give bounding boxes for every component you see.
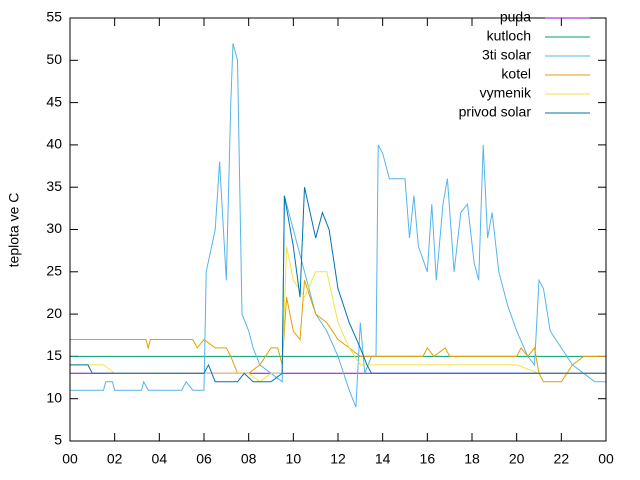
series-line xyxy=(70,187,606,383)
x-tick-label: 04 xyxy=(152,451,168,467)
x-tick-label: 00 xyxy=(62,451,78,467)
y-tick-label: 25 xyxy=(46,263,62,279)
plot-border xyxy=(69,17,607,442)
y-tick-label: 30 xyxy=(46,220,62,236)
y-axis-label: teplota ve C xyxy=(6,193,22,268)
x-tick-label: 08 xyxy=(241,451,257,467)
y-tick-label: 50 xyxy=(46,51,62,67)
y-tick-label: 45 xyxy=(46,93,62,109)
x-tick-label: 12 xyxy=(330,451,346,467)
x-tick-label: 10 xyxy=(286,451,302,467)
legend-label: privod solar xyxy=(459,104,532,120)
legend-label: puda xyxy=(500,9,531,25)
x-tick-label: 20 xyxy=(509,451,525,467)
legend-label: kutloch xyxy=(487,28,531,44)
series-line xyxy=(70,280,606,383)
x-tick-label: 06 xyxy=(196,451,212,467)
x-tick-label: 16 xyxy=(420,451,436,467)
x-tick-label: 22 xyxy=(554,451,570,467)
y-tick-label: 5 xyxy=(54,432,62,448)
y-tick-label: 20 xyxy=(46,305,62,321)
y-tick-label: 35 xyxy=(46,178,62,194)
x-tick-label: 00 xyxy=(598,451,614,467)
legend-label: kotel xyxy=(501,66,531,82)
legend-label: vymenik xyxy=(480,85,532,101)
x-tick-label: 14 xyxy=(375,451,391,467)
x-tick-label: 18 xyxy=(464,451,480,467)
legend-label: 3ti solar xyxy=(482,47,531,63)
series-line xyxy=(70,246,606,383)
y-tick-label: 40 xyxy=(46,136,62,152)
y-tick-label: 15 xyxy=(46,347,62,363)
x-tick-label: 02 xyxy=(107,451,123,467)
y-tick-label: 10 xyxy=(46,389,62,405)
y-tick-label: 55 xyxy=(46,9,62,25)
